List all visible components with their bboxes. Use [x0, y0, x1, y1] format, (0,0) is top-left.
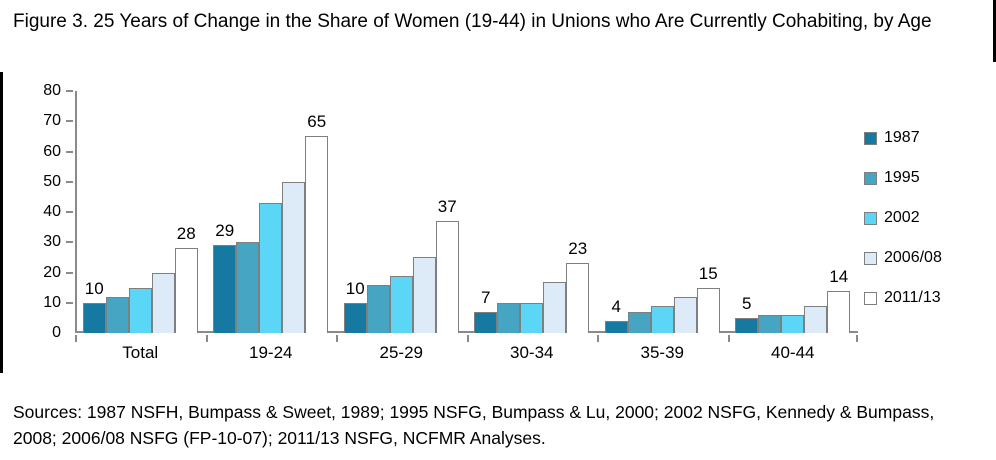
y-tick-label: 60 [43, 142, 61, 160]
x-category-label: Total [122, 343, 159, 362]
bar-value-label: 7 [481, 287, 491, 307]
bar-2002-19-24 [259, 202, 283, 333]
legend-item-2006-08: 2006/08 [864, 249, 992, 266]
y-tick-mark [66, 211, 73, 213]
bar-2002-40-44 [781, 314, 805, 333]
bar-value-label: 10 [84, 278, 104, 298]
y-tick-label: 50 [43, 172, 61, 190]
bar-value-label: 14 [829, 266, 849, 286]
legend-item-1987: 1987 [864, 129, 992, 146]
x-tick-mark [205, 335, 208, 342]
bar-2006-08-30-34 [543, 281, 567, 333]
y-tick-mark [66, 180, 73, 183]
bar-2011-13-35-39 [696, 287, 720, 333]
x-tick-mark [336, 335, 338, 342]
bar-1995-25-29 [366, 284, 390, 333]
legend-swatch [864, 131, 877, 145]
bar-2011-13-19-24 [305, 136, 329, 333]
x-category-label: 40-44 [771, 343, 815, 362]
bar-value-label: 15 [698, 263, 718, 283]
legend-swatch [864, 251, 877, 265]
bar-2002-30-34 [520, 302, 544, 333]
legend-swatch [864, 211, 877, 225]
bar-2002-total [128, 287, 152, 333]
x-tick-mark [466, 335, 469, 342]
bar-1987-25-29 [343, 302, 367, 333]
legend-item-1995: 1995 [864, 169, 992, 186]
bar-1987-30-34 [474, 311, 498, 333]
legend-item-2011-13: 2011/13 [864, 289, 992, 306]
y-tick-label: 80 [43, 82, 61, 99]
bar-1987-total [82, 302, 106, 333]
y-tick-label: 70 [43, 112, 61, 130]
bar-value-label: 23 [568, 239, 588, 259]
x-category-label: 35-39 [640, 343, 684, 362]
bar-value-label: 4 [611, 296, 621, 316]
bar-2002-35-39 [650, 305, 674, 333]
x-tick-mark [727, 335, 730, 342]
bar-1995-35-39 [627, 311, 651, 333]
y-tick-mark [66, 90, 73, 92]
bar-value-label: 10 [345, 278, 365, 298]
bar-1987-35-39 [604, 320, 628, 333]
bar-value-label: 28 [176, 224, 196, 244]
bar-2006-08-total [151, 272, 175, 333]
border-segment-left [0, 72, 3, 373]
legend-label: 2006/08 [884, 249, 942, 266]
plot-wrap: 0 10 20 30 40 50 60 70 80 Total 19-24 25-29 30-34 35-… [43, 82, 858, 362]
bar-1987-40-44 [735, 317, 759, 333]
y-tick-label: 40 [43, 203, 61, 220]
bar-value-label: 65 [307, 112, 327, 132]
y-tick-mark [66, 301, 73, 304]
y-tick-mark [66, 120, 73, 123]
legend: 1987 1995 2002 2006/08 2011/13 [864, 129, 992, 330]
bar-1995-total [105, 296, 129, 333]
x-category-label: 19-24 [249, 343, 293, 362]
bar-2011-13-total [174, 248, 198, 333]
legend-label: 2011/13 [884, 289, 941, 306]
y-tick-mark [66, 271, 73, 274]
y-tick-label: 20 [43, 263, 61, 281]
x-category-label: 30-34 [510, 343, 554, 362]
y-tick-label: 30 [43, 233, 61, 251]
bar-2006-08-40-44 [804, 305, 828, 333]
x-category-label: 25-29 [379, 343, 423, 362]
bar-2011-13-30-34 [566, 263, 590, 333]
bar-2006-08-25-29 [412, 257, 436, 333]
y-tick-label: 0 [52, 324, 61, 341]
plot-area [75, 91, 858, 333]
x-tick-mark [75, 335, 77, 342]
bar-value-label: 29 [215, 221, 235, 241]
x-tick-mark [597, 335, 599, 342]
legend-label: 2002 [884, 209, 920, 226]
chart-title: Figure 3. 25 Years of Change in the Shar… [13, 11, 932, 32]
legend-item-2002: 2002 [864, 209, 992, 226]
bar-value-label: 37 [437, 197, 457, 217]
y-tick-mark [66, 150, 73, 153]
bar-2006-08-19-24 [282, 181, 306, 333]
bar-1995-30-34 [497, 302, 521, 333]
legend-swatch [864, 291, 877, 305]
bar-1995-40-44 [758, 314, 782, 333]
bar-2006-08-35-39 [673, 296, 697, 333]
sources-note: Sources: 1987 NSFH, Bumpass & Sweet, 198… [13, 402, 935, 449]
y-tick-label: 10 [43, 293, 61, 311]
bar-2011-13-25-29 [435, 221, 459, 333]
bar-2011-13-40-44 [827, 290, 851, 333]
legend-label: 1987 [884, 129, 920, 146]
bar-1987-19-24 [213, 245, 237, 333]
border-segment-right [993, 0, 996, 62]
legend-label: 1995 [884, 169, 920, 186]
x-tick-mark [856, 335, 858, 342]
legend-swatch [864, 171, 877, 185]
y-tick-mark [66, 241, 73, 244]
bar-2002-25-29 [389, 275, 413, 333]
bar-1995-19-24 [236, 242, 260, 333]
bar-value-label: 5 [742, 293, 752, 313]
